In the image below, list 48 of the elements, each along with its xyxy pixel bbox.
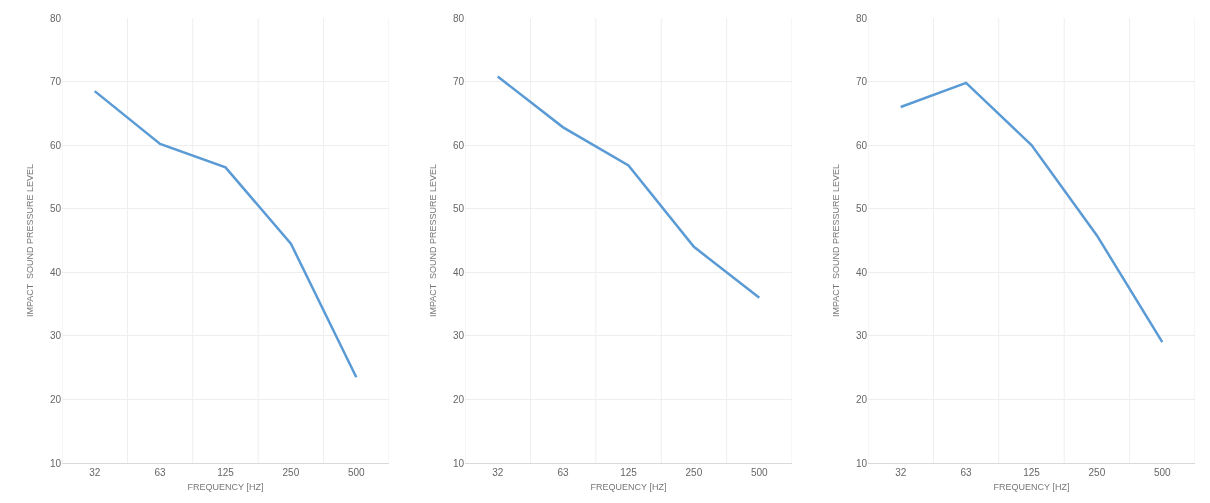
y-tick-label: 70	[855, 76, 868, 88]
y-tick-label: 50	[855, 203, 868, 215]
x-tick-label: 63	[557, 467, 570, 478]
x-axis-title: FREQUENCY [HZ]	[993, 481, 1070, 492]
line-series	[496, 75, 761, 299]
x-tick-label: 250	[282, 467, 300, 478]
x-axis-title: FREQUENCY [HZ]	[590, 481, 667, 492]
y-tick-label: 30	[452, 330, 465, 342]
x-tick-label: 63	[960, 467, 973, 478]
y-tick-label: 70	[452, 76, 465, 88]
x-tick-label: 250	[685, 467, 703, 478]
x-tick-label: 63	[154, 467, 167, 478]
y-tick-label: 30	[49, 330, 62, 342]
x-axis-title: FREQUENCY [HZ]	[187, 481, 264, 492]
y-tick-label: 40	[855, 266, 868, 278]
y-tick-label: 10	[452, 457, 465, 469]
x-tick-label: 250	[1088, 467, 1106, 478]
y-axis-title: IMPACT SOUND PRESSURE LEVEL	[831, 163, 842, 318]
x-tick-label: 500	[1153, 467, 1172, 478]
x-tick-label: 125	[620, 467, 638, 478]
y-tick-label: 70	[49, 76, 62, 88]
y-tick-label: 30	[855, 330, 868, 342]
y-tick-label: 50	[49, 203, 62, 215]
y-tick-label: 40	[49, 266, 62, 278]
y-tick-label: 50	[452, 203, 465, 215]
y-tick-label: 20	[452, 393, 465, 405]
line-series	[93, 89, 358, 379]
y-tick-label: 20	[49, 393, 62, 405]
y-tick-label: 80	[855, 12, 868, 24]
x-tick-label: 125	[1023, 467, 1041, 478]
y-tick-label: 80	[49, 12, 62, 24]
y-axis-title: IMPACT SOUND PRESSURE LEVEL	[25, 163, 36, 318]
y-tick-label: 80	[452, 12, 465, 24]
y-tick-label: 60	[452, 139, 465, 151]
x-tick-label: 125	[217, 467, 235, 478]
y-tick-label: 10	[855, 457, 868, 469]
y-tick-label: 60	[49, 139, 62, 151]
x-tick-label: 500	[750, 467, 769, 478]
y-axis-title: IMPACT SOUND PRESSURE LEVEL	[428, 163, 439, 318]
x-tick-label: 32	[492, 467, 504, 478]
y-tick-label: 10	[49, 457, 62, 469]
x-tick-label: 32	[895, 467, 907, 478]
x-tick-label: 500	[347, 467, 366, 478]
line-series	[899, 81, 1164, 344]
y-tick-label: 60	[855, 139, 868, 151]
y-tick-label: 40	[452, 266, 465, 278]
y-tick-label: 20	[855, 393, 868, 405]
x-tick-label: 32	[89, 467, 101, 478]
